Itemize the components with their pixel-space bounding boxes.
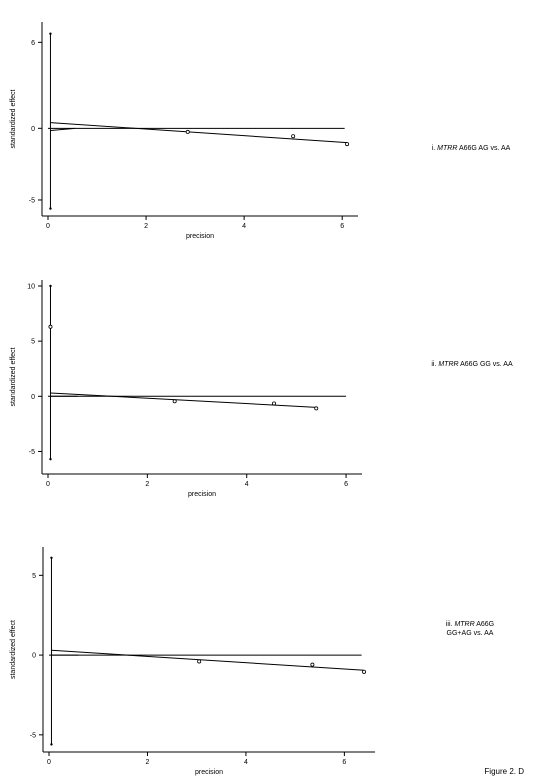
panel-iii-comparison: A66G — [476, 621, 495, 628]
panel-ii-ci-bar-bottom — [49, 457, 52, 461]
panel-iii-gene: MTRR — [454, 621, 475, 628]
panel-ii-data-point — [314, 406, 319, 411]
panel-iii-x-tick-label: 4 — [244, 759, 248, 766]
panel-i-data-point — [345, 142, 350, 147]
panel-i-ci-bar-top — [49, 32, 52, 35]
panel-ii-ci-bar-top — [49, 284, 52, 288]
panel-iii-ci-bar-top — [50, 556, 53, 559]
panel-ii-data-point — [172, 399, 177, 404]
panel-iii-y-tick-label: 5 — [32, 573, 36, 580]
panel-i-y-tick-label: 6 — [31, 40, 35, 47]
panel-iii-prefix: iii. — [445, 621, 453, 628]
panel-ii-x-tick-label: 0 — [46, 481, 50, 488]
panel-iii-label-line2: GG+AG vs. AA — [446, 630, 494, 637]
panel-i-fit-segment — [50, 127, 76, 131]
panel-i-x-tick-label: 0 — [46, 223, 50, 230]
panel-ii-x-tick-label: 6 — [344, 481, 348, 488]
panel-ii-y-tick-label: 10 — [27, 284, 35, 291]
panel-ii-y-tick-label: 0 — [31, 394, 35, 401]
panel-iii-x-axis-title: precision — [195, 769, 223, 776]
panel-ii-x-tick-label: 2 — [145, 481, 149, 488]
panel-iii-x-tick-label: 2 — [146, 759, 150, 766]
panel-i-comparison: A66G AG vs. AA — [458, 145, 511, 152]
panel-i-x-tick-label: 2 — [144, 223, 148, 230]
panel-iii-x-tick-label: 0 — [47, 759, 51, 766]
panel-i-y-tick-label: -5 — [29, 197, 35, 204]
panel-ii-label: ii. MTRR A66G GG vs. AA — [410, 360, 534, 369]
panel-i-ci-bar-bottom — [49, 207, 52, 210]
panel-ii-gene: MTRR — [438, 361, 459, 368]
panel-ii-x-tick-label: 4 — [245, 481, 249, 488]
panel-ii-y-tick-label: -5 — [29, 449, 35, 456]
figure-label: Figure 2. D — [484, 767, 524, 776]
panel-iii-label: iii. MTRR A66G GG+AG vs. AA — [420, 620, 520, 638]
panel-iii-regression-line — [51, 649, 365, 671]
panel-iii-data-point — [362, 669, 367, 674]
panel-i-prefix: i. — [431, 145, 436, 152]
panel-i-data-point — [291, 134, 296, 139]
panel-i-data-point — [185, 129, 190, 134]
panel-iii-ci-bar-bottom — [50, 743, 53, 746]
panel-i-x-tick-label: 6 — [340, 223, 344, 230]
panel-ii-x-axis-title: precision — [188, 491, 216, 498]
panel-ii-prefix: ii. — [431, 361, 437, 368]
panel-ii-y-tick-label: 5 — [31, 339, 35, 346]
panel-ii-data-point — [48, 324, 53, 329]
panel-i-regression-line — [50, 122, 348, 144]
panel-ii-regression-line — [50, 392, 317, 408]
panel-i-x-tick-label: 4 — [242, 223, 246, 230]
panel-i-y-axis-title: standardized effect — [10, 89, 17, 148]
panel-iii-x-tick-label: 6 — [342, 759, 346, 766]
panel-iii-data-point — [310, 662, 315, 667]
panel-i-label: i. MTRR A66G AG vs. AA — [412, 144, 530, 153]
panel-ii-comparison: A66G GG vs. AA — [460, 361, 513, 368]
panel-i-y-tick-label: 0 — [31, 126, 35, 133]
panel-iii-label-line1: iii. MTRR A66G — [420, 620, 520, 629]
panel-i-x-axis-title: precision — [186, 233, 214, 240]
panel-iii-y-axis-title: standardized effect — [10, 620, 17, 679]
panel-ii-y-axis-title: standardized effect — [10, 347, 17, 406]
panel-iii-y-tick-label: 0 — [32, 653, 36, 660]
panel-iii-data-point — [197, 659, 202, 664]
panel-ii-data-point — [272, 401, 277, 406]
panel-i-gene: MTRR — [437, 145, 458, 152]
panel-iii-y-tick-label: -5 — [30, 732, 36, 739]
